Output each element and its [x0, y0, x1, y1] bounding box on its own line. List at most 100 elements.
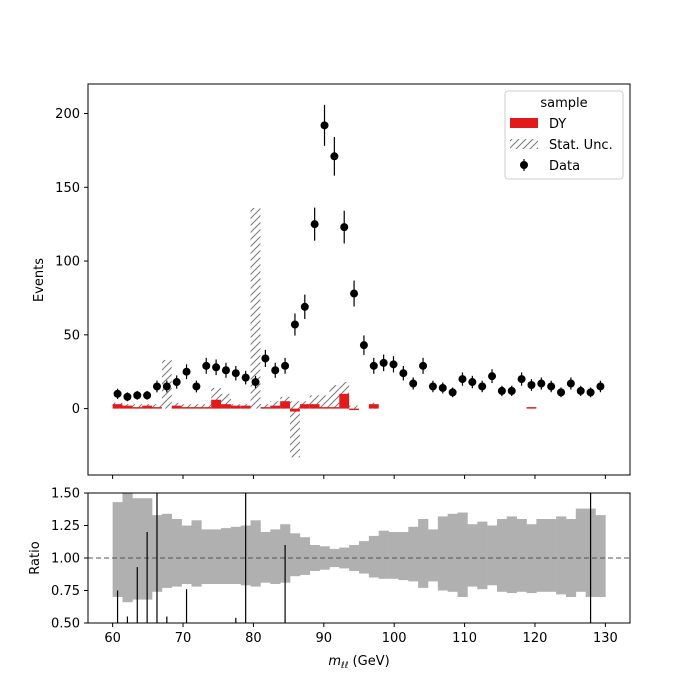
- dy-bar: [201, 407, 212, 409]
- y-tick-label: 150: [55, 181, 80, 196]
- dy-bar: [152, 407, 162, 409]
- dy-bar: [171, 405, 182, 409]
- legend-box: [504, 90, 624, 180]
- ratio-y-ticks: 0.50 0.75 1.00 1.25 1.50: [51, 487, 88, 632]
- stat-unc-bar: [290, 401, 300, 458]
- dy-bar: [142, 405, 153, 409]
- dy-bar: [132, 407, 143, 409]
- ratio-band-bin: [230, 526, 242, 584]
- data-point: [438, 383, 447, 392]
- data-point: [310, 220, 319, 229]
- dy-bar: [299, 404, 310, 409]
- legend: sample DY Stat. Unc. Data: [504, 90, 624, 180]
- ratio-band-bin: [575, 508, 586, 592]
- data-point: [113, 389, 122, 398]
- data-point: [596, 382, 605, 391]
- ratio-band-bin: [506, 516, 517, 594]
- ratio-band-bin: [132, 498, 143, 600]
- x-tick-label: 70: [175, 631, 192, 646]
- dy-bar: [240, 405, 251, 409]
- dy-bars: [112, 393, 537, 412]
- legend-dy-label: DY: [549, 117, 566, 132]
- main-y-ticks: 0 50 100 150 200: [55, 107, 88, 417]
- data-point: [399, 369, 408, 378]
- data-point: [478, 382, 487, 391]
- data-point: [547, 382, 556, 391]
- data-point: [458, 375, 467, 384]
- ratio-band-bin: [181, 525, 192, 584]
- ratio-x-ticks: 60 70 80 90 100 110 120 130: [104, 623, 618, 646]
- legend-stat-unc-label: Stat. Unc.: [549, 138, 613, 153]
- data-point: [428, 382, 437, 391]
- data-point: [576, 386, 585, 395]
- ratio-band-bin: [211, 529, 222, 584]
- data-point: [320, 121, 329, 130]
- data-point: [212, 363, 221, 372]
- x-tick-label: 60: [104, 631, 121, 646]
- dy-bar: [260, 407, 271, 409]
- data-point: [202, 361, 211, 370]
- legend-title: sample: [540, 96, 587, 111]
- dy-bar: [319, 407, 330, 409]
- stat-unc-bar: [211, 387, 222, 409]
- ratio-band-bin: [201, 529, 212, 584]
- ratio-band-bin: [368, 535, 380, 578]
- ratio-y-tick-label: 1.25: [51, 519, 80, 534]
- legend-stat-unc-swatch: [510, 139, 538, 149]
- dy-bar: [290, 408, 300, 412]
- data-point: [281, 361, 290, 370]
- ratio-bars: [116, 493, 592, 623]
- stat-unc-bar: [181, 404, 192, 409]
- data-point: [340, 223, 349, 232]
- data-point: [172, 378, 181, 387]
- data-point: [251, 378, 260, 387]
- data-point: [192, 382, 201, 391]
- x-tick-label: 80: [245, 631, 262, 646]
- dy-bar: [349, 408, 359, 411]
- ratio-band-bin: [467, 524, 478, 587]
- x-tick-label: 90: [316, 631, 333, 646]
- ratio-band-bin: [526, 524, 537, 594]
- data-point: [359, 341, 368, 350]
- data-point: [566, 379, 575, 388]
- ratio-y-tick-label: 0.75: [51, 584, 80, 599]
- legend-data-marker: [520, 161, 528, 169]
- data-point: [300, 302, 309, 311]
- dy-bar: [270, 405, 281, 409]
- ratio-band-bin: [418, 519, 429, 588]
- data-point: [271, 366, 280, 375]
- ratio-band-bin: [260, 532, 271, 583]
- legend-data-label: Data: [549, 159, 580, 174]
- data-point: [290, 320, 299, 329]
- ratio-band-bin: [487, 525, 498, 586]
- stat-unc-bar: [250, 207, 261, 409]
- ratio-band-bin: [437, 516, 448, 591]
- stat-unc-bar: [270, 401, 281, 409]
- x-tick-label: 120: [523, 631, 548, 646]
- data-point: [241, 373, 250, 382]
- ratio-band-bin: [299, 537, 311, 575]
- data-point: [182, 367, 191, 376]
- ratio-band-bin: [398, 532, 409, 581]
- ratio-band-bin: [112, 502, 123, 597]
- data-point: [557, 388, 566, 397]
- main-panel: 0 50 100 150 200 Events sample DY Stat. Unc.…: [32, 83, 631, 479]
- data-point: [143, 391, 152, 400]
- stat-unc-bar: [221, 393, 231, 409]
- stat-unc-bar: [329, 384, 340, 409]
- data-point: [123, 392, 132, 401]
- data-point: [527, 380, 536, 389]
- data-point: [261, 354, 270, 363]
- ratio-y-tick-label: 1.00: [51, 552, 80, 567]
- legend-dy-swatch: [510, 118, 538, 128]
- dy-bar: [339, 393, 350, 409]
- dy-bar: [181, 407, 192, 409]
- ratio-band: [112, 493, 606, 603]
- ratio-band-bin: [359, 541, 370, 574]
- data-point: [231, 369, 240, 378]
- data-point: [221, 366, 230, 375]
- stat-unc-bar: [309, 395, 320, 409]
- ratio-band-bin: [378, 530, 389, 579]
- data-point: [133, 391, 142, 400]
